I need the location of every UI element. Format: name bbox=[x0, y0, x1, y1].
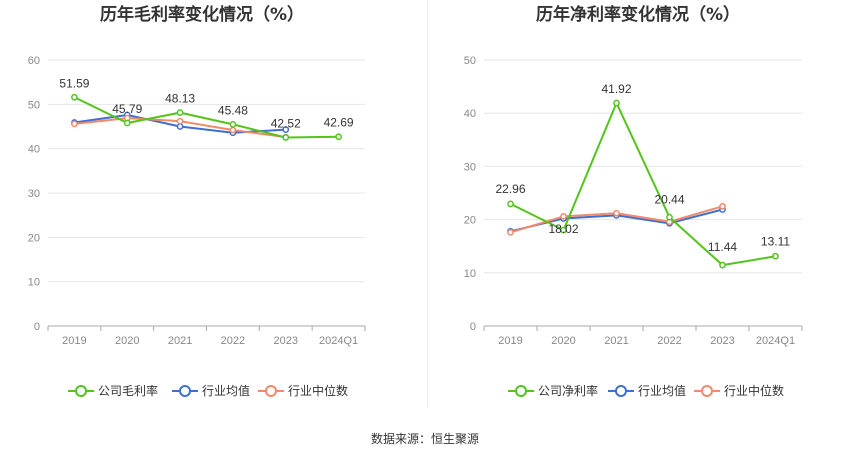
legend-label-company: 公司毛利率 bbox=[98, 383, 158, 398]
data-label: 22.96 bbox=[495, 182, 525, 196]
data-source-caption: 数据来源：恒生聚源 bbox=[370, 432, 479, 446]
data-point-avg bbox=[282, 126, 290, 133]
data-label: 42.52 bbox=[271, 116, 301, 130]
data-point-company bbox=[176, 109, 184, 116]
data-label: 41.92 bbox=[601, 82, 631, 96]
x-tick-label: 2021 bbox=[604, 335, 628, 347]
data-point-company bbox=[507, 200, 514, 208]
data-label: 11.44 bbox=[708, 240, 737, 254]
y-tick-label: 10 bbox=[28, 277, 40, 289]
x-tick-label: 2023 bbox=[274, 335, 298, 347]
data-label: 13.11 bbox=[761, 234, 790, 248]
legend-label-avg: 行业均值 bbox=[638, 383, 686, 398]
data-point-median bbox=[560, 213, 567, 220]
y-tick-label: 50 bbox=[464, 55, 476, 67]
legend-marker-avg bbox=[179, 385, 191, 397]
x-tick-label: 2020 bbox=[115, 335, 139, 347]
x-tick-label: 2019 bbox=[62, 335, 86, 347]
data-label: 51.59 bbox=[59, 76, 89, 90]
y-tick-label: 0 bbox=[34, 321, 40, 333]
legend-label-company: 公司净利率 bbox=[538, 383, 598, 398]
data-point-median bbox=[613, 209, 620, 217]
data-point-median bbox=[71, 120, 78, 128]
legend-label-median: 行业中位数 bbox=[724, 383, 784, 398]
data-label: 42.69 bbox=[324, 116, 354, 130]
chart-divider bbox=[427, 0, 428, 408]
x-tick-label: 2023 bbox=[710, 335, 734, 347]
legend-label-avg: 行业均值 bbox=[202, 383, 250, 398]
y-tick-label: 10 bbox=[464, 268, 476, 280]
chart-title-1: 历年毛利率变化情况（%） bbox=[100, 4, 304, 25]
data-point-company bbox=[71, 93, 78, 101]
data-point-company bbox=[772, 252, 779, 260]
data-label: 18.02 bbox=[548, 222, 578, 236]
data-point-company bbox=[560, 226, 567, 234]
data-point-company bbox=[613, 99, 620, 107]
data-label: 45.79 bbox=[112, 102, 142, 116]
data-point-median bbox=[719, 202, 726, 210]
x-tick-label: 2024Q1 bbox=[319, 335, 358, 347]
data-point-median bbox=[507, 229, 514, 236]
y-tick-label: 30 bbox=[464, 161, 476, 173]
data-point-company bbox=[229, 121, 237, 128]
x-tick-label: 2022 bbox=[657, 335, 681, 347]
data-point-company bbox=[282, 134, 290, 141]
data-label: 48.13 bbox=[165, 92, 195, 106]
x-tick-label: 2021 bbox=[168, 335, 192, 347]
y-tick-label: 40 bbox=[28, 144, 40, 156]
x-tick-label: 2020 bbox=[551, 335, 575, 347]
data-point-company bbox=[719, 261, 726, 269]
y-tick-label: 20 bbox=[464, 215, 476, 227]
legend-label-median: 行业中位数 bbox=[288, 383, 348, 398]
legend-marker-avg bbox=[615, 385, 627, 397]
data-point-median bbox=[176, 117, 184, 125]
y-tick-label: 60 bbox=[28, 55, 40, 67]
series-line-company bbox=[510, 101, 776, 267]
data-label: 45.48 bbox=[218, 103, 248, 117]
data-point-avg bbox=[176, 123, 184, 130]
y-tick-label: 0 bbox=[470, 321, 476, 333]
series-line-company bbox=[73, 96, 339, 139]
legend-marker-company bbox=[75, 385, 87, 397]
y-tick-label: 40 bbox=[464, 108, 476, 120]
data-point-median bbox=[229, 126, 237, 134]
legend-marker-median bbox=[265, 385, 277, 397]
x-tick-label: 2022 bbox=[221, 335, 245, 347]
chart-title-2: 历年净利率变化情况（%） bbox=[536, 4, 740, 25]
y-tick-label: 30 bbox=[28, 188, 40, 200]
data-label: 20.44 bbox=[654, 192, 684, 206]
data-point-company bbox=[335, 133, 342, 141]
legend-marker-company bbox=[515, 385, 527, 397]
y-tick-label: 20 bbox=[28, 232, 40, 244]
x-tick-label: 2019 bbox=[498, 335, 522, 347]
data-point-company bbox=[123, 119, 131, 127]
x-tick-label: 2024Q1 bbox=[756, 335, 795, 347]
legend-marker-median bbox=[701, 385, 713, 397]
data-point-company bbox=[666, 213, 673, 221]
y-tick-label: 50 bbox=[28, 99, 40, 111]
